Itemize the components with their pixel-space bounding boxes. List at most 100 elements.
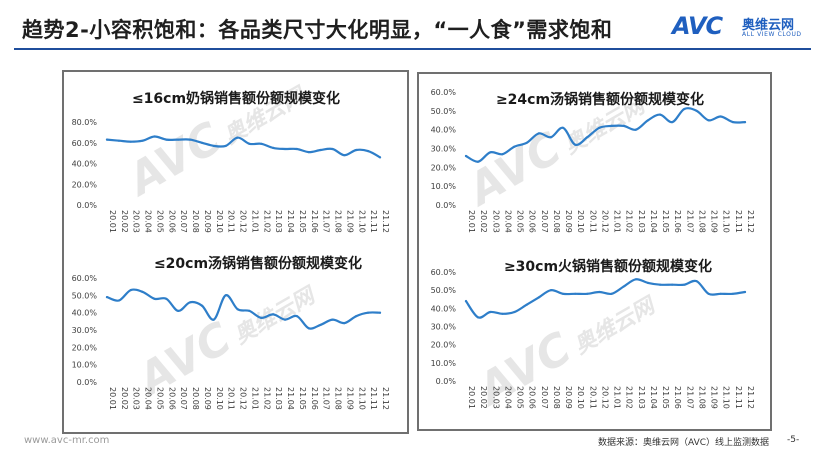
data-point	[719, 292, 722, 295]
data-point	[719, 115, 722, 118]
x-tick-label: 21.12	[381, 210, 390, 233]
x-tick-label: 21.02	[625, 210, 634, 233]
x-tick-label: 21.01	[250, 210, 259, 233]
x-tick-label: 20.04	[144, 387, 153, 410]
data-point	[295, 315, 298, 318]
x-tick-label: 20.03	[491, 386, 500, 409]
x-tick-label: 20.09	[564, 210, 573, 233]
data-point	[236, 136, 239, 139]
x-tick-label: 20.01	[108, 387, 117, 410]
data-point	[610, 292, 613, 295]
x-tick-label: 21.08	[334, 210, 343, 233]
x-tick-label: 21.06	[673, 210, 682, 233]
data-point	[224, 144, 227, 147]
data-point	[537, 132, 540, 135]
data-point	[141, 139, 144, 142]
x-tick-label: 20.11	[227, 210, 236, 233]
x-tick-label: 21.11	[369, 210, 378, 233]
x-tick-label: 20.03	[491, 210, 500, 233]
data-point	[105, 296, 109, 299]
x-tick-label: 21.04	[286, 210, 295, 233]
data-point	[307, 151, 310, 154]
data-point	[319, 323, 322, 326]
data-point	[598, 290, 601, 294]
data-point	[129, 140, 132, 143]
x-tick-label: 20.11	[588, 210, 597, 233]
x-tick-label: 20.10	[215, 387, 224, 410]
data-point	[707, 292, 710, 295]
y-tick-label: 40.0%	[72, 309, 98, 318]
y-tick-label: 40.0%	[431, 304, 457, 313]
x-tick-label: 20.05	[516, 210, 525, 233]
series-line	[464, 107, 747, 163]
y-tick-label: 30.0%	[431, 145, 457, 154]
x-tick-label: 21.09	[710, 210, 719, 233]
data-point	[378, 311, 382, 314]
x-tick-label: 21.06	[310, 210, 319, 233]
x-tick-label: 20.07	[179, 210, 188, 233]
x-tick-label: 21.05	[298, 387, 307, 410]
chart-1: ≤16cm奶锅销售额份额规模变化 0.0% 20.0% 40.0% 60.0% 80.0%…	[72, 90, 390, 233]
x-tick-label: 20.08	[191, 210, 200, 233]
data-point	[513, 145, 516, 148]
data-point	[165, 297, 168, 300]
y-tick-label: 20.0%	[72, 343, 98, 352]
data-point	[378, 156, 382, 159]
x-tick-label: 21.03	[274, 210, 283, 233]
data-point	[743, 290, 747, 294]
y-tick-label: 40.0%	[431, 126, 457, 135]
x-tick-label: 20.05	[516, 386, 525, 409]
x-tick-label: 21.05	[661, 210, 670, 233]
data-point	[489, 310, 492, 314]
data-point	[671, 121, 674, 124]
y-tick-label: 10.0%	[72, 361, 98, 370]
x-tick-label: 20.07	[179, 387, 188, 410]
chart-title: ≥24cm汤锅销售额份额规模变化	[496, 91, 704, 108]
x-tick-label: 21.09	[345, 210, 354, 233]
data-point	[731, 292, 735, 295]
x-tick-label: 21.04	[286, 387, 295, 410]
x-tick-label: 21.03	[637, 210, 646, 233]
x-tick-label: 20.02	[479, 210, 488, 233]
data-point	[355, 148, 358, 152]
y-tick-label: 60.0%	[431, 268, 457, 277]
logo-cn: 奥维云网	[742, 18, 795, 33]
data-point	[477, 160, 480, 163]
data-point	[513, 310, 516, 314]
x-tick-label: 20.04	[503, 210, 512, 233]
x-tick-label: 20.02	[120, 387, 129, 410]
data-point	[549, 289, 553, 292]
x-tick-label: 21.04	[649, 386, 658, 409]
x-tick-label: 20.03	[132, 387, 141, 410]
data-point	[646, 281, 650, 284]
x-tick-label: 21.02	[625, 386, 634, 409]
data-point	[574, 292, 577, 295]
brand-logo: AVC 奥维云网 ALL VIEW CLOUD	[672, 12, 812, 46]
data-point	[189, 138, 192, 141]
data-point	[117, 139, 120, 142]
x-tick-label: 20.06	[528, 210, 537, 233]
x-tick-label: 20.06	[167, 387, 176, 410]
x-tick-label: 21.12	[746, 386, 755, 409]
data-point	[659, 283, 662, 286]
x-tick-label: 20.04	[503, 386, 512, 409]
data-point	[549, 136, 553, 139]
data-point	[200, 304, 204, 307]
data-point	[561, 292, 565, 295]
x-tick-label: 20.01	[467, 210, 476, 233]
x-tick-label: 21.06	[673, 386, 682, 409]
y-tick-label: 50.0%	[431, 107, 457, 116]
x-tick-label: 21.06	[310, 387, 319, 410]
data-point	[464, 154, 468, 158]
data-point	[574, 143, 577, 146]
data-point	[236, 308, 239, 311]
x-tick-label: 21.09	[710, 386, 719, 409]
x-tick-label: 20.10	[576, 386, 585, 409]
x-tick-label: 21.02	[262, 210, 271, 233]
y-tick-label: 60.0%	[72, 139, 98, 148]
data-point	[683, 283, 686, 286]
data-point	[622, 285, 625, 288]
data-point	[695, 280, 698, 283]
data-point	[153, 297, 156, 300]
series-line	[105, 288, 382, 330]
